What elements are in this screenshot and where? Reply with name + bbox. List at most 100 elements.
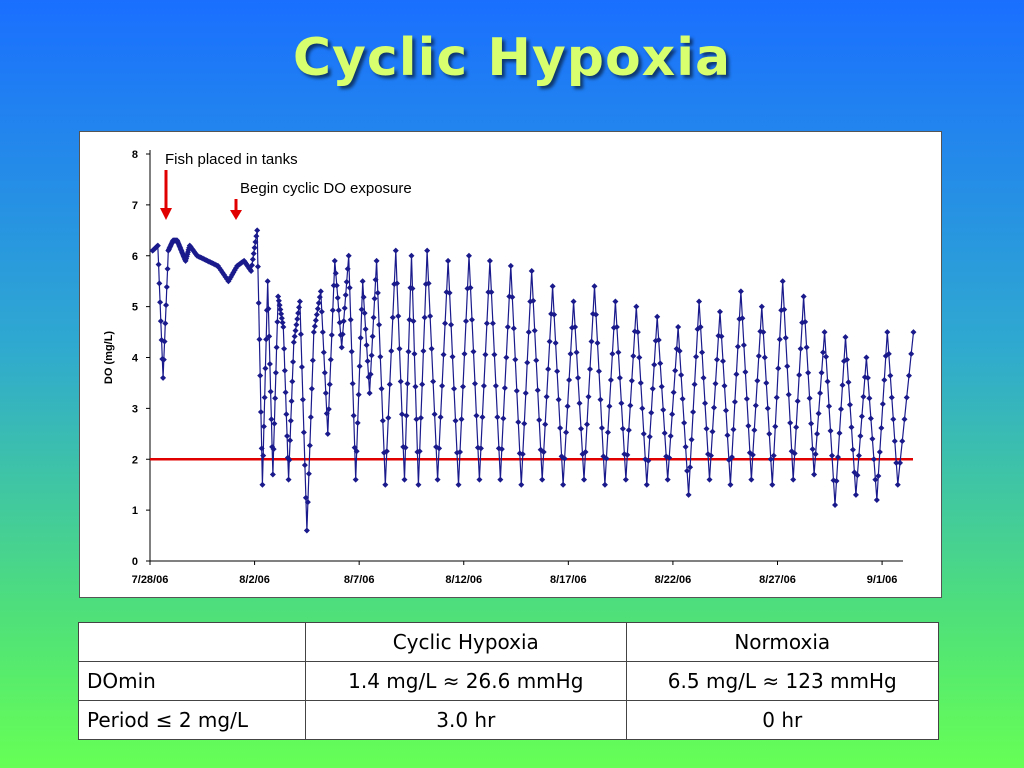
data-point-marker — [736, 315, 743, 322]
annotation-arrow-fish-head — [160, 208, 172, 220]
data-point-marker — [836, 430, 843, 437]
data-point-marker — [607, 377, 614, 384]
data-point-marker — [888, 394, 895, 401]
data-point-marker — [352, 476, 359, 483]
data-point-marker — [785, 391, 792, 398]
data-point-marker — [612, 298, 619, 305]
data-point-marker — [779, 278, 786, 285]
data-point-marker — [382, 481, 389, 488]
data-point-marker — [806, 395, 813, 402]
data-point-marker — [434, 476, 441, 483]
data-point-marker — [404, 380, 411, 387]
data-point-marker — [300, 429, 307, 436]
data-point-marker — [254, 263, 261, 270]
data-point-marker — [396, 345, 403, 352]
x-tick-label: 9/1/06 — [867, 574, 898, 586]
data-point-marker — [271, 420, 278, 427]
data-point-marker — [480, 382, 487, 389]
data-point-marker — [713, 356, 720, 363]
data-point-marker — [498, 446, 505, 453]
data-point-marker — [881, 377, 888, 384]
data-point-marker — [581, 476, 588, 483]
y-tick-label: 6 — [132, 251, 138, 263]
data-point-marker — [156, 280, 163, 287]
data-point-marker — [367, 371, 374, 378]
data-point-marker — [231, 267, 238, 274]
data-point-marker — [488, 289, 495, 296]
data-point-marker — [431, 411, 438, 418]
data-point-marker — [328, 331, 335, 338]
data-point-marker — [770, 452, 777, 459]
data-point-marker — [281, 345, 288, 352]
data-point-marker — [598, 424, 605, 431]
data-point-marker — [776, 336, 783, 343]
data-point-marker — [376, 321, 383, 328]
data-point-marker — [388, 347, 395, 354]
data-point-marker — [826, 403, 833, 410]
x-tick-label: 8/17/06 — [550, 574, 587, 586]
data-point-marker — [157, 318, 164, 325]
y-tick-label: 0 — [132, 556, 138, 568]
data-point-marker — [341, 305, 348, 312]
data-point-marker — [670, 389, 677, 396]
data-point-marker — [289, 378, 296, 385]
data-point-marker — [745, 422, 752, 429]
data-point-marker — [829, 452, 836, 459]
data-point-marker — [560, 481, 567, 488]
data-point-marker — [782, 334, 789, 341]
data-point-marker — [285, 476, 292, 483]
data-point-marker — [743, 395, 750, 402]
data-point-marker — [162, 320, 169, 327]
data-point-marker — [675, 323, 682, 330]
data-point-marker — [509, 294, 516, 301]
data-point-marker — [255, 299, 262, 306]
x-tick-label: 8/2/06 — [239, 574, 270, 586]
data-point-marker — [711, 404, 718, 411]
data-point-marker — [778, 307, 785, 314]
data-point-marker — [648, 409, 655, 416]
data-point-marker — [645, 457, 652, 464]
data-point-marker — [344, 265, 351, 272]
data-point-marker — [616, 374, 623, 381]
data-point-marker — [334, 294, 341, 301]
data-point-marker — [288, 398, 295, 405]
data-point-marker — [479, 414, 486, 421]
data-point-marker — [308, 385, 315, 392]
data-point-marker — [272, 395, 279, 402]
data-point-marker — [681, 419, 688, 426]
data-point-marker — [866, 395, 873, 402]
data-point-marker — [346, 284, 353, 291]
data-point-marker — [361, 310, 368, 317]
data-point-marker — [758, 303, 765, 310]
data-point-marker — [727, 481, 734, 488]
data-point-marker — [672, 367, 679, 374]
data-point-marker — [440, 351, 447, 358]
data-point-marker — [476, 476, 483, 483]
data-point-marker — [515, 419, 522, 426]
data-point-marker — [492, 382, 499, 389]
data-point-marker — [259, 481, 266, 488]
data-point-marker — [491, 351, 498, 358]
data-point-marker — [486, 257, 493, 264]
data-point-marker — [354, 419, 361, 426]
data-point-marker — [439, 382, 446, 389]
data-point-marker — [718, 333, 725, 340]
data-point-marker — [417, 414, 424, 421]
data-point-marker — [258, 445, 265, 452]
data-point-marker — [815, 410, 822, 417]
data-point-marker — [643, 481, 650, 488]
data-point-marker — [824, 378, 831, 385]
table-header-blank — [78, 622, 306, 662]
data-point-marker — [578, 425, 585, 432]
data-point-marker — [722, 407, 729, 414]
data-point-marker — [443, 289, 450, 296]
data-point-marker — [628, 377, 635, 384]
data-point-marker — [588, 338, 595, 345]
data-point-marker — [471, 380, 478, 387]
data-point-marker — [839, 382, 846, 389]
data-point-marker — [630, 353, 637, 360]
data-point-marker — [846, 401, 853, 408]
data-point-marker — [552, 339, 559, 346]
data-point-marker — [291, 333, 298, 340]
data-point-marker — [503, 354, 510, 361]
